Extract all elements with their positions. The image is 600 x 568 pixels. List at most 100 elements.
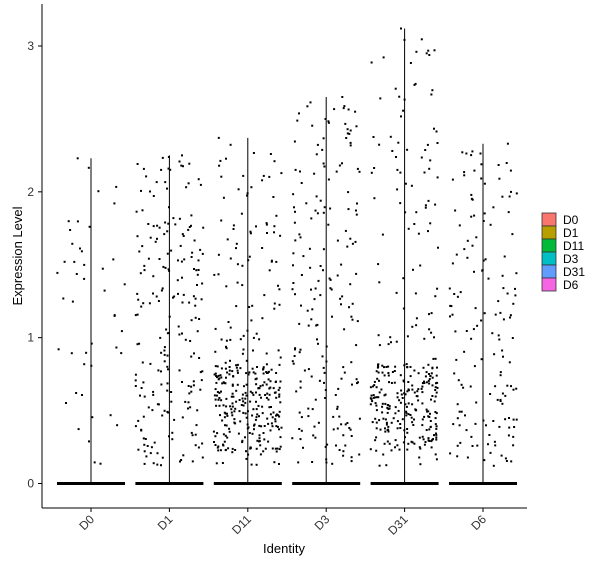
data-point	[406, 390, 409, 393]
data-point	[459, 291, 462, 294]
data-point	[435, 433, 438, 436]
data-point	[161, 156, 164, 159]
data-point	[413, 391, 416, 394]
data-point	[384, 430, 387, 433]
data-point	[424, 204, 427, 207]
data-point	[501, 392, 504, 395]
data-point	[435, 436, 438, 439]
data-point	[394, 439, 397, 442]
data-point	[300, 274, 303, 276]
data-point	[218, 397, 221, 399]
data-point	[273, 307, 276, 310]
data-point	[413, 369, 416, 372]
data-point	[415, 409, 418, 412]
data-point	[428, 54, 431, 56]
data-point	[180, 260, 183, 263]
data-point	[424, 441, 427, 443]
data-point	[498, 177, 501, 180]
data-point	[314, 287, 317, 290]
data-point	[355, 213, 358, 216]
data-point	[166, 365, 169, 368]
data-point	[231, 405, 234, 408]
data-point	[323, 165, 326, 168]
data-point	[341, 162, 343, 165]
data-point	[178, 160, 181, 163]
data-point	[428, 440, 431, 442]
data-point	[142, 437, 145, 440]
data-point	[256, 439, 259, 442]
data-point	[424, 149, 427, 151]
data-point	[321, 355, 324, 358]
data-point	[137, 419, 140, 422]
data-point	[427, 49, 430, 52]
data-point	[141, 361, 144, 364]
data-point	[278, 303, 281, 306]
data-point	[349, 129, 352, 132]
data-point	[404, 182, 407, 185]
data-point	[489, 451, 492, 454]
data-point	[491, 332, 494, 335]
data-point	[398, 448, 401, 451]
data-point	[476, 444, 479, 447]
data-point	[350, 460, 353, 463]
data-point	[261, 405, 264, 408]
data-point	[449, 452, 452, 455]
data-point	[254, 372, 257, 375]
data-point	[292, 282, 295, 284]
data-point	[272, 196, 275, 198]
data-point	[399, 374, 402, 377]
data-point	[340, 423, 343, 426]
data-point	[314, 436, 317, 439]
data-point	[300, 304, 302, 307]
data-point	[410, 416, 413, 419]
data-point	[463, 350, 466, 353]
data-point	[149, 236, 152, 239]
data-point	[398, 399, 401, 402]
data-point	[385, 423, 388, 426]
data-point	[185, 186, 188, 189]
data-point	[222, 444, 225, 447]
data-point	[509, 314, 512, 317]
data-point	[425, 381, 428, 384]
data-point	[255, 332, 258, 335]
data-point	[91, 416, 94, 419]
data-point	[340, 263, 343, 266]
data-point	[155, 295, 158, 298]
data-point	[355, 125, 358, 128]
data-point	[398, 95, 401, 98]
data-point	[245, 457, 248, 460]
data-point	[193, 239, 196, 242]
data-point	[123, 283, 126, 286]
data-point	[172, 217, 175, 220]
data-point	[279, 436, 282, 439]
data-point	[436, 381, 439, 384]
data-point	[473, 214, 476, 217]
data-point	[399, 427, 402, 429]
data-point	[311, 124, 314, 127]
data-point	[391, 371, 394, 373]
data-point	[503, 255, 506, 258]
data-point	[369, 403, 372, 406]
data-point	[412, 268, 414, 271]
data-point	[485, 424, 487, 427]
data-point	[163, 409, 166, 412]
data-point	[356, 202, 358, 205]
data-point	[228, 369, 231, 372]
data-point	[311, 308, 314, 311]
data-point	[233, 410, 236, 413]
data-point	[291, 360, 294, 363]
data-point	[225, 376, 227, 379]
data-point	[222, 404, 225, 407]
data-point	[69, 229, 72, 231]
data-point	[150, 446, 153, 449]
data-point	[375, 421, 378, 424]
data-point	[474, 422, 477, 425]
data-point	[278, 415, 281, 418]
data-point	[120, 352, 123, 355]
data-point	[378, 464, 381, 467]
data-point	[228, 366, 231, 368]
data-point	[376, 366, 379, 369]
data-point	[149, 452, 152, 455]
data-point	[375, 427, 378, 430]
data-point	[356, 167, 359, 170]
